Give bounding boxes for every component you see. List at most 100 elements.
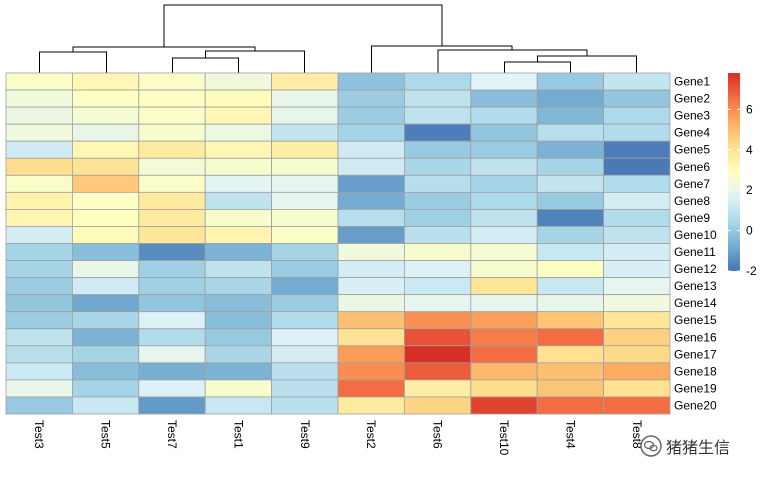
heatmap-cell-gene5-test7 — [138, 140, 206, 159]
heatmap-cell-gene10-test7 — [138, 226, 206, 244]
heatmap-cell-gene7-test7 — [138, 174, 206, 193]
heatmap-cell-gene3-test7 — [138, 106, 206, 125]
heatmap-cell-gene1-test1 — [204, 72, 272, 91]
heatmap-cell-gene14-test5 — [72, 294, 140, 313]
heatmap-cell-gene9-test7 — [138, 208, 206, 227]
heatmap-cell-gene7-test8 — [603, 174, 671, 193]
heatmap-cell-gene6-test7 — [138, 157, 206, 176]
heatmap-cell-gene18-test7 — [138, 362, 206, 381]
heatmap-cell-gene10-test8 — [603, 226, 671, 244]
heatmap-cell-gene18-test1 — [204, 362, 272, 381]
heatmap-cell-gene20-test1 — [204, 396, 272, 415]
heatmap-cell-gene10-test10 — [470, 226, 538, 244]
heatmap-cell-gene19-test7 — [138, 379, 206, 398]
heatmap-cell-gene3-test6 — [403, 106, 472, 125]
heatmap-cell-gene9-test9 — [271, 208, 339, 227]
heatmap-cell-gene5-test3 — [5, 140, 73, 159]
legend-ticks: -2 0 2 4 6 — [728, 102, 757, 278]
heatmap-cell-gene3-test2 — [337, 106, 405, 125]
heatmap-cell-gene8-test4 — [536, 191, 605, 210]
heatmap-cell-gene3-test5 — [72, 106, 140, 125]
heatmap-cell-gene8-test8 — [603, 191, 671, 210]
heatmap-cell-gene1-test6 — [403, 72, 472, 91]
row-label-gene7: Gene7 — [674, 177, 710, 191]
column-dendrogram — [39, 4, 637, 73]
heatmap-cell-gene2-test3 — [5, 89, 73, 108]
row-label-gene9: Gene9 — [674, 211, 710, 225]
heatmap-cell-gene18-test9 — [271, 362, 339, 381]
heatmap-cell-gene5-test5 — [72, 140, 140, 159]
heatmap-cell-gene18-test4 — [536, 362, 605, 381]
heatmap-cell-gene15-test8 — [603, 311, 671, 330]
heatmap-cell-gene18-test6 — [403, 362, 472, 381]
heatmap-cell-gene20-test9 — [271, 396, 339, 415]
row-label-gene19: Gene19 — [674, 381, 717, 395]
heatmap-cell-gene19-test4 — [536, 379, 605, 398]
heatmap-cell-gene6-test8 — [603, 157, 671, 176]
heatmap-cell-gene15-test2 — [337, 311, 405, 330]
heatmap-cell-gene20-test3 — [5, 396, 73, 415]
heatmap-cell-gene13-test2 — [337, 277, 405, 296]
row-label-gene17: Gene17 — [674, 347, 717, 361]
column-label-test3: Test3 — [32, 420, 46, 449]
heatmap-cell-gene6-test2 — [337, 157, 405, 176]
heatmap-cell-gene11-test1 — [204, 243, 272, 261]
heatmap-cell-gene3-test3 — [5, 106, 73, 125]
heatmap-cell-gene6-test4 — [536, 157, 605, 176]
column-label-test4: Test4 — [563, 420, 577, 449]
heatmap-cell-gene15-test5 — [72, 311, 140, 330]
heatmap-cell-gene20-test6 — [403, 396, 472, 415]
heatmap-cell-gene12-test7 — [138, 260, 206, 278]
heatmap-cell-gene15-test6 — [403, 311, 472, 330]
heatmap-cell-gene4-test1 — [204, 123, 272, 142]
row-label-gene20: Gene20 — [674, 398, 717, 412]
heatmap-cell-gene2-test4 — [536, 89, 605, 108]
heatmap-cell-gene14-test7 — [138, 294, 206, 313]
heatmap-cell-gene10-test9 — [271, 226, 339, 244]
column-label-test1: Test1 — [231, 420, 245, 449]
heatmap-cell-gene5-test8 — [603, 140, 671, 159]
heatmap-cell-gene16-test2 — [337, 328, 405, 347]
heatmap-cell-gene11-test7 — [138, 243, 206, 261]
column-label-test9: Test9 — [298, 420, 312, 449]
heatmap-cell-gene8-test2 — [337, 191, 405, 210]
row-label-gene3: Gene3 — [674, 109, 710, 123]
heatmap-cell-gene7-test6 — [403, 174, 472, 193]
heatmap-cell-gene15-test1 — [204, 311, 272, 330]
heatmap-cell-gene4-test5 — [72, 123, 140, 142]
heatmap-cell-gene5-test1 — [204, 140, 272, 159]
heatmap-cell-gene17-test9 — [271, 345, 339, 364]
heatmap-cell-gene1-test9 — [271, 72, 339, 91]
heatmap-cell-gene5-test4 — [536, 140, 605, 159]
heatmap-cell-gene20-test8 — [603, 396, 671, 415]
row-label-gene1: Gene1 — [674, 75, 710, 89]
heatmap-cell-gene7-test9 — [271, 174, 339, 193]
heatmap-cell-gene11-test4 — [536, 243, 605, 261]
legend-tick-label: 2 — [746, 183, 753, 197]
heatmap-cell-gene14-test2 — [337, 294, 405, 313]
heatmap-cell-gene16-test10 — [470, 328, 538, 347]
heatmap-cell-gene17-test7 — [138, 345, 206, 364]
row-label-gene8: Gene8 — [674, 194, 710, 208]
row-label-gene14: Gene14 — [674, 296, 717, 310]
heatmap-cell-gene13-test6 — [403, 277, 472, 296]
heatmap-cell-gene12-test6 — [403, 260, 472, 278]
color-legend: -2 0 2 4 6 — [728, 73, 757, 278]
heatmap-cell-gene9-test5 — [72, 208, 140, 227]
heatmap-cell-gene14-test6 — [403, 294, 472, 313]
heatmap-cell-gene18-test3 — [5, 362, 73, 381]
heatmap-cell-gene5-test10 — [470, 140, 538, 159]
heatmap-cell-gene16-test3 — [5, 328, 73, 347]
column-label-test2: Test2 — [364, 420, 378, 449]
heatmap-cell-gene8-test6 — [403, 191, 472, 210]
heatmap-cell-gene14-test8 — [603, 294, 671, 313]
heatmap-cell-gene2-test1 — [204, 89, 272, 108]
heatmap-cell-gene13-test5 — [72, 277, 140, 296]
heatmap-cell-gene9-test10 — [470, 208, 538, 227]
heatmap-cell-gene18-test2 — [337, 362, 405, 381]
heatmap-cell-gene4-test6 — [403, 123, 472, 142]
heatmap-cell-gene4-test7 — [138, 123, 206, 142]
heatmap-cell-gene13-test7 — [138, 277, 206, 296]
heatmap-cell-gene15-test7 — [138, 311, 206, 330]
column-label-test5: Test5 — [99, 420, 113, 449]
